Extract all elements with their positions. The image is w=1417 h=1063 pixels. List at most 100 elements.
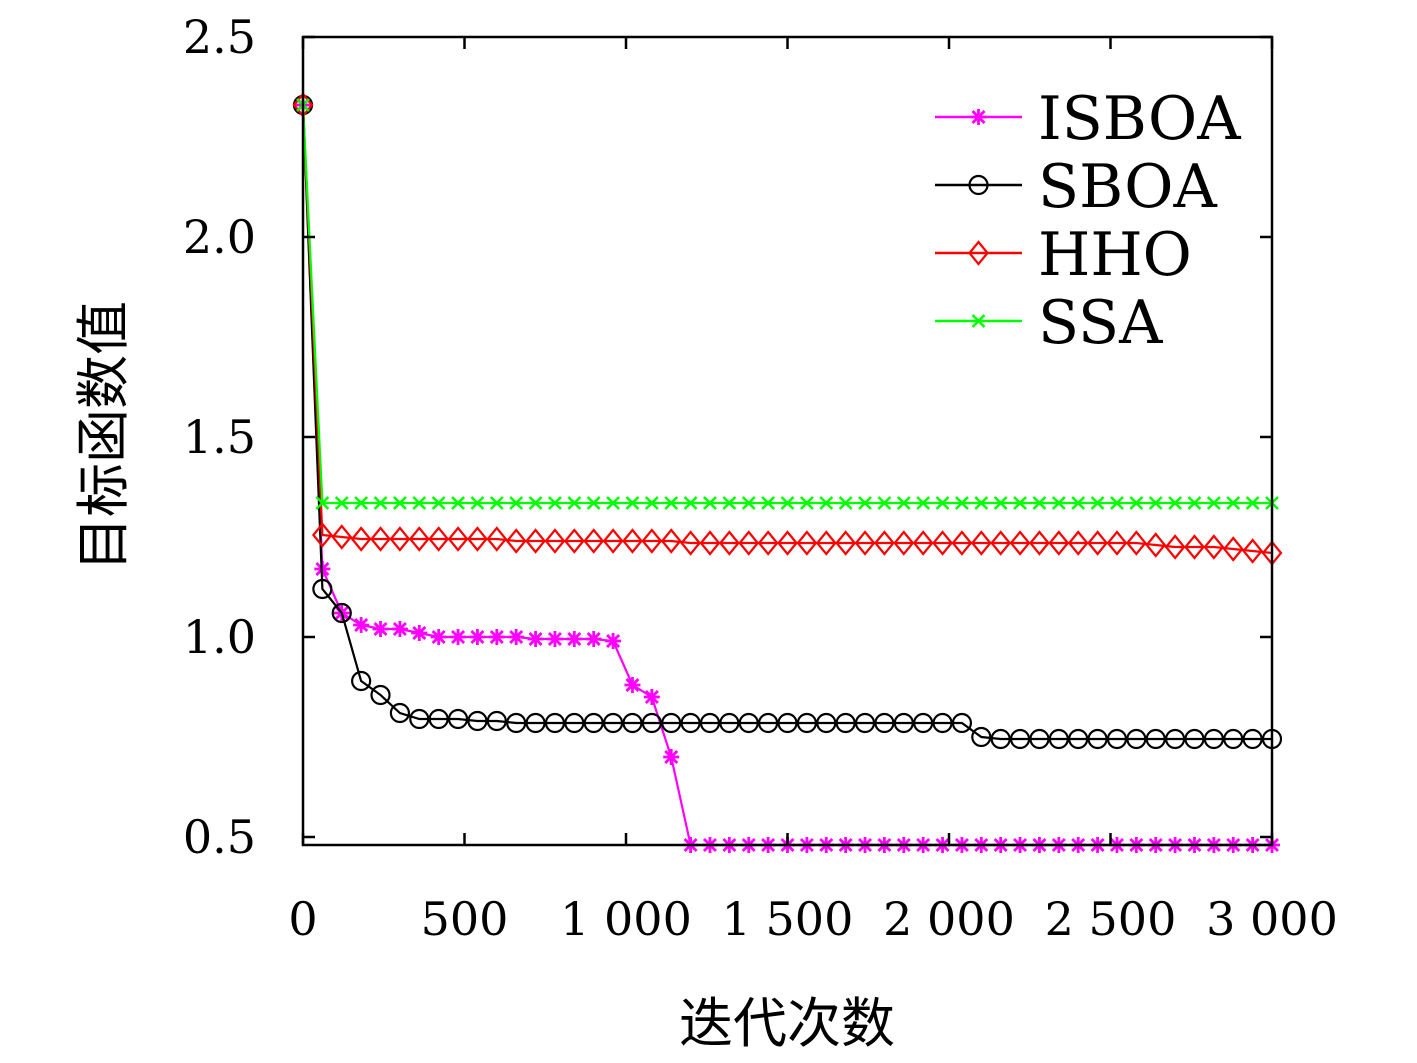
y-tick-label: 1.0 xyxy=(183,610,256,664)
legend-marker xyxy=(970,109,987,125)
data-point-hho xyxy=(622,528,643,554)
data-point-sboa xyxy=(602,712,624,734)
data-point-ssa xyxy=(1051,496,1066,510)
data-point-isboa xyxy=(546,631,563,647)
data-point-hho xyxy=(1184,534,1205,560)
data-point-hho xyxy=(1048,530,1070,556)
data-point-hho xyxy=(815,530,837,556)
data-point-ssa xyxy=(819,496,834,510)
data-point-hho xyxy=(757,530,779,556)
data-point-sboa xyxy=(564,712,585,734)
data-point-ssa xyxy=(1071,496,1086,510)
data-point-hho xyxy=(718,530,740,556)
data-point-ssa xyxy=(315,496,330,510)
series-hho xyxy=(292,92,1283,566)
x-axis-label: 迭代次数 xyxy=(679,992,895,1055)
data-point-hho xyxy=(796,530,818,556)
data-point-sboa xyxy=(913,712,934,734)
data-point-ssa xyxy=(489,496,504,510)
data-point-ssa xyxy=(625,496,640,510)
legend-marker xyxy=(968,240,989,266)
data-point-sboa xyxy=(893,712,914,734)
data-point-hho xyxy=(1087,530,1109,556)
data-point-sboa xyxy=(990,728,1011,750)
y-tick-label: 0.5 xyxy=(183,810,256,864)
data-point-hho xyxy=(1242,538,1264,564)
data-point-hho xyxy=(544,528,566,554)
y-tick-label: 2.0 xyxy=(183,210,256,264)
series-ssa xyxy=(296,98,1279,510)
data-point-sboa xyxy=(661,712,682,734)
data-point-sboa xyxy=(1087,728,1108,750)
data-point-ssa xyxy=(1168,496,1182,510)
data-point-sboa xyxy=(370,684,391,706)
data-point-hho xyxy=(680,530,702,556)
x-tick-label: 3 000 xyxy=(1206,892,1338,946)
legend-label: HHO xyxy=(1038,220,1192,290)
data-point-sboa xyxy=(1184,728,1205,750)
data-point-hho xyxy=(350,526,372,552)
data-point-ssa xyxy=(1226,496,1241,510)
data-point-hho xyxy=(505,528,527,554)
data-point-sboa xyxy=(738,712,759,734)
data-point-hho xyxy=(835,530,857,556)
data-point-hho xyxy=(738,530,760,556)
data-point-sboa xyxy=(525,712,546,734)
data-point-ssa xyxy=(741,496,756,510)
data-point-hho xyxy=(1222,536,1244,562)
legend-entry-sboa: SBOA xyxy=(935,152,1217,222)
data-point-hho xyxy=(660,528,682,554)
data-point-hho xyxy=(428,526,450,552)
data-point-ssa xyxy=(1090,496,1105,510)
data-point-ssa xyxy=(354,496,369,510)
data-point-hho xyxy=(1164,534,1186,560)
x-tick-label: 2 000 xyxy=(883,892,1015,946)
data-point-hho xyxy=(563,528,585,554)
data-point-sboa xyxy=(447,708,469,730)
data-point-isboa xyxy=(353,617,370,633)
data-point-hho xyxy=(990,530,1012,556)
data-point-ssa xyxy=(606,496,620,510)
x-tick-label: 2 500 xyxy=(1045,892,1177,946)
data-point-ssa xyxy=(373,496,388,510)
data-point-ssa xyxy=(896,496,911,510)
data-point-hho xyxy=(1125,530,1147,556)
data-point-hho xyxy=(583,528,605,554)
data-point-sboa xyxy=(1164,728,1186,750)
data-point-hho xyxy=(932,530,953,556)
data-point-sboa xyxy=(1242,728,1263,750)
data-point-hho xyxy=(641,528,663,554)
data-point-ssa xyxy=(509,496,524,510)
data-point-hho xyxy=(389,526,411,552)
data-point-isboa xyxy=(411,625,428,641)
data-point-hho xyxy=(311,522,333,548)
legend-label: SSA xyxy=(1038,288,1163,358)
data-point-ssa xyxy=(799,496,814,510)
legend-entry-isboa: ISBOA xyxy=(935,84,1241,154)
data-point-sboa xyxy=(680,712,701,734)
legend-label: SBOA xyxy=(1038,152,1217,222)
x-tick-label: 0 xyxy=(288,892,317,946)
data-point-sboa xyxy=(1203,728,1224,750)
data-point-sboa xyxy=(796,712,817,734)
data-point-isboa xyxy=(605,633,622,649)
data-point-sboa xyxy=(1145,728,1166,750)
series-line-hho xyxy=(301,104,1273,555)
data-point-sboa xyxy=(874,712,895,734)
data-point-sboa xyxy=(1029,728,1050,750)
data-point-ssa xyxy=(993,496,1008,510)
data-point-hho xyxy=(1009,530,1031,556)
data-point-sboa xyxy=(951,712,973,734)
data-point-isboa xyxy=(508,629,525,645)
data-point-ssa xyxy=(838,496,853,510)
data-point-sboa xyxy=(971,726,992,748)
data-point-hho xyxy=(699,530,721,556)
data-point-ssa xyxy=(916,496,931,510)
data-point-ssa xyxy=(935,496,950,510)
y-tick-label: 2.5 xyxy=(183,10,256,64)
data-point-ssa xyxy=(412,496,427,510)
data-point-hho xyxy=(466,526,488,552)
x-tick-label: 1 000 xyxy=(560,892,692,946)
data-point-ssa xyxy=(451,496,465,510)
data-point-ssa xyxy=(393,496,407,510)
